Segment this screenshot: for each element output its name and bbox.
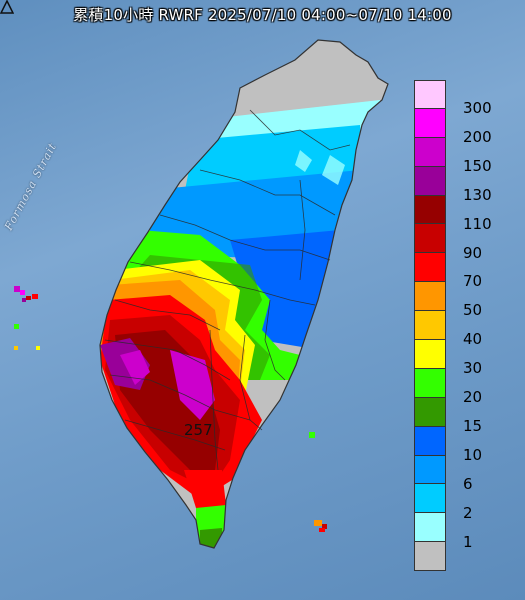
legend-swatch	[414, 166, 446, 196]
legend-swatch	[414, 282, 446, 312]
legend-swatch	[414, 80, 446, 109]
legend-swatch	[414, 426, 446, 456]
legend-label: 15	[463, 416, 483, 435]
legend-label: 50	[463, 301, 483, 320]
legend-label: 30	[463, 359, 483, 378]
legend-label: 200	[463, 127, 492, 146]
legend-label: 300	[463, 99, 492, 117]
legend-swatch	[414, 224, 446, 254]
legend-swatch	[414, 137, 446, 167]
legend-label: 10	[463, 445, 483, 464]
offshore-islands	[14, 286, 327, 532]
county-boundaries	[104, 109, 351, 471]
legend-swatch	[414, 253, 446, 283]
map-title: 累積10小時 RWRF 2025/07/10 04:00~07/10 14:00	[73, 6, 452, 24]
legend-label: 90	[463, 243, 483, 262]
legend-swatch	[414, 542, 446, 572]
max-rainfall-value: 257	[184, 421, 213, 439]
legend-swatch	[414, 108, 446, 138]
legend-label: 150	[463, 156, 492, 175]
legend-swatch	[414, 368, 446, 398]
legend-label: 6	[463, 474, 473, 493]
legend-label: 1	[463, 532, 473, 551]
legend-swatch	[414, 397, 446, 427]
legend-label: 40	[463, 330, 483, 349]
color-legend	[414, 80, 446, 572]
legend-label: 130	[463, 185, 492, 204]
legend-swatch	[414, 195, 446, 225]
legend-label: 110	[463, 214, 492, 233]
legend-label: 70	[463, 272, 483, 291]
legend-swatch	[414, 311, 446, 341]
legend-swatch	[414, 455, 446, 485]
triangle-marker-icon	[0, 0, 14, 14]
legend-swatch	[414, 340, 446, 369]
legend-swatch	[414, 484, 446, 514]
legend-swatch	[414, 513, 446, 543]
legend-label: 2	[463, 503, 473, 522]
legend-label: 20	[463, 388, 483, 406]
